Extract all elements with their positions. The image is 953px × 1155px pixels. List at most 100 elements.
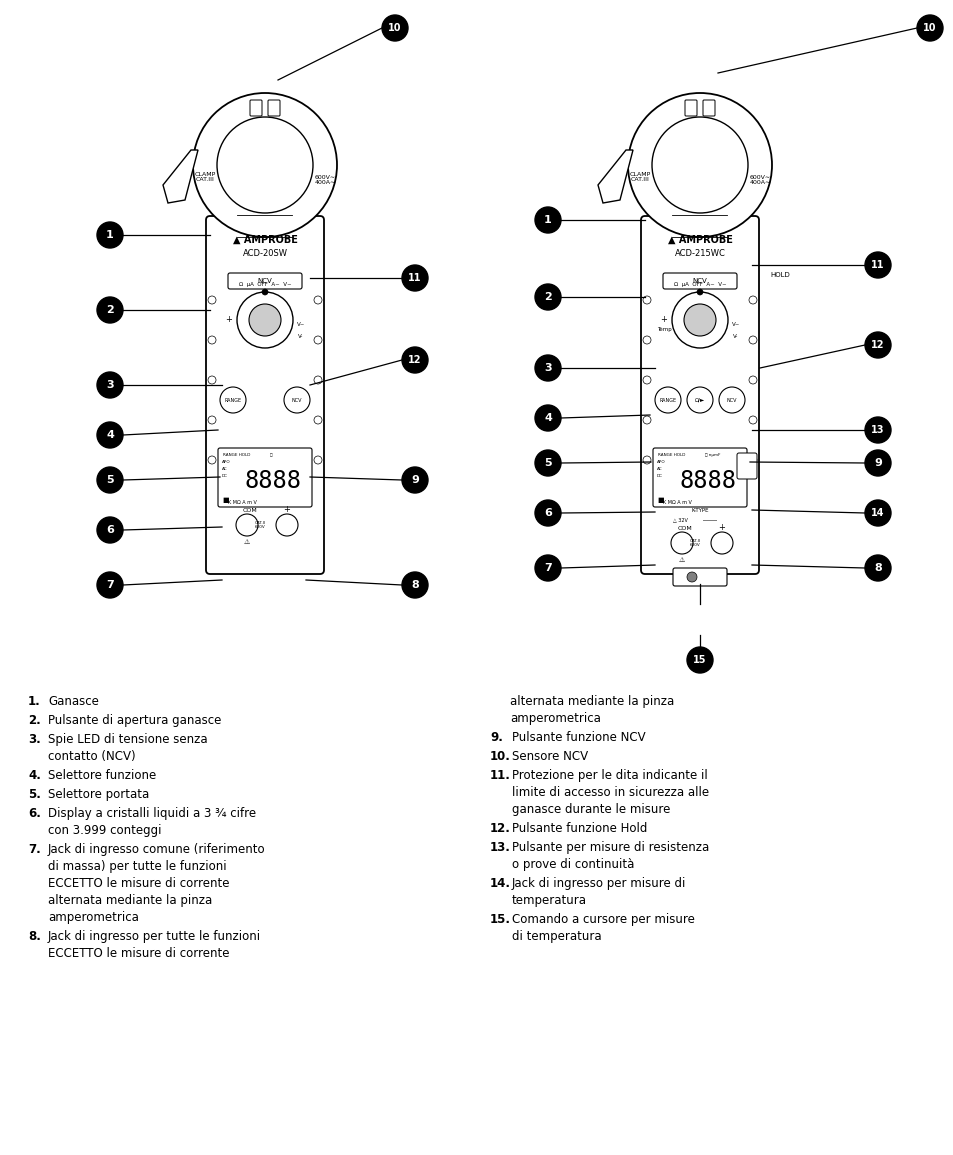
Text: HOLD: HOLD xyxy=(769,271,789,278)
Text: V~: V~ xyxy=(731,322,740,328)
Text: 11: 11 xyxy=(408,273,421,283)
Text: △ 32V: △ 32V xyxy=(672,517,687,522)
Text: 2: 2 xyxy=(106,305,113,315)
Text: K MΩ A m V: K MΩ A m V xyxy=(662,499,691,505)
Text: 7: 7 xyxy=(543,562,551,573)
Polygon shape xyxy=(598,150,633,203)
Text: 5.: 5. xyxy=(28,788,41,802)
Text: Pulsante funzione Hold: Pulsante funzione Hold xyxy=(512,822,647,835)
Text: 8888: 8888 xyxy=(679,469,736,492)
Circle shape xyxy=(314,416,322,424)
Text: Selettore portata: Selettore portata xyxy=(48,788,149,802)
Text: Jack di ingresso per tutte le funzioni: Jack di ingresso per tutte le funzioni xyxy=(48,930,261,942)
FancyBboxPatch shape xyxy=(662,273,737,289)
Text: ⚠: ⚠ xyxy=(679,557,684,562)
Circle shape xyxy=(642,296,650,304)
Text: NCV: NCV xyxy=(726,397,737,402)
Circle shape xyxy=(686,387,712,413)
Text: 10.: 10. xyxy=(490,750,511,763)
Text: 11.: 11. xyxy=(490,769,511,782)
FancyBboxPatch shape xyxy=(237,219,293,232)
Circle shape xyxy=(916,15,942,40)
Text: ECCETTO le misure di corrente: ECCETTO le misure di corrente xyxy=(48,947,230,960)
Text: Protezione per le dita indicante il: Protezione per le dita indicante il xyxy=(512,769,707,782)
Circle shape xyxy=(683,304,716,336)
Text: COM: COM xyxy=(242,507,257,513)
Text: 14.: 14. xyxy=(490,877,511,891)
Text: ▲ AMPROBE: ▲ AMPROBE xyxy=(233,234,297,245)
Text: 8: 8 xyxy=(411,580,418,590)
Circle shape xyxy=(651,117,747,213)
Text: di temperatura: di temperatura xyxy=(512,930,601,942)
Text: Pulsante funzione NCV: Pulsante funzione NCV xyxy=(512,731,645,744)
Circle shape xyxy=(748,296,757,304)
Circle shape xyxy=(97,467,123,493)
Text: 8888: 8888 xyxy=(244,469,301,492)
Text: RANGE HOLD: RANGE HOLD xyxy=(658,453,684,457)
Text: ␐: ␐ xyxy=(270,453,273,457)
Circle shape xyxy=(97,422,123,448)
Text: 4.: 4. xyxy=(28,769,41,782)
Text: 6: 6 xyxy=(106,526,113,535)
Circle shape xyxy=(401,572,428,598)
Circle shape xyxy=(535,556,560,581)
Text: 3.: 3. xyxy=(28,733,41,746)
Text: RANGE: RANGE xyxy=(659,397,676,402)
Text: 11: 11 xyxy=(870,260,883,270)
Text: 1: 1 xyxy=(106,230,113,240)
Circle shape xyxy=(697,289,702,295)
Text: 12: 12 xyxy=(870,340,883,350)
Circle shape xyxy=(97,372,123,398)
FancyBboxPatch shape xyxy=(640,216,759,574)
Circle shape xyxy=(864,450,890,476)
Circle shape xyxy=(686,647,712,673)
Circle shape xyxy=(670,532,692,554)
Text: 6.: 6. xyxy=(28,807,41,820)
Circle shape xyxy=(208,296,215,304)
Circle shape xyxy=(235,514,257,536)
Text: Ω/►: Ω/► xyxy=(694,397,704,402)
Text: ■: ■ xyxy=(657,497,663,502)
Text: +: + xyxy=(283,506,290,514)
Circle shape xyxy=(642,416,650,424)
Text: 600V∼
400A∼: 600V∼ 400A∼ xyxy=(314,174,335,186)
Text: +: + xyxy=(659,315,667,325)
Text: ganasce durante le misure: ganasce durante le misure xyxy=(512,803,670,815)
Text: 14: 14 xyxy=(870,508,883,517)
Text: 9.: 9. xyxy=(490,731,502,744)
FancyBboxPatch shape xyxy=(684,100,697,116)
Text: NCV: NCV xyxy=(257,278,273,284)
Circle shape xyxy=(401,346,428,373)
FancyBboxPatch shape xyxy=(206,216,324,574)
Text: 5: 5 xyxy=(543,459,551,468)
Text: Pulsante per misure di resistenza: Pulsante per misure di resistenza xyxy=(512,841,708,854)
Text: temperatura: temperatura xyxy=(512,894,586,907)
Text: 15.: 15. xyxy=(490,912,511,926)
Circle shape xyxy=(719,387,744,413)
Circle shape xyxy=(535,500,560,526)
Text: Ω  µA  OFF  A~  V~: Ω µA OFF A~ V~ xyxy=(673,282,725,286)
Text: NCV: NCV xyxy=(292,397,302,402)
Text: V~: V~ xyxy=(296,322,305,328)
Circle shape xyxy=(262,289,268,295)
Circle shape xyxy=(748,377,757,383)
Circle shape xyxy=(535,355,560,381)
Circle shape xyxy=(686,572,697,582)
Circle shape xyxy=(275,514,297,536)
Text: DC: DC xyxy=(222,474,228,478)
Polygon shape xyxy=(163,150,198,203)
Text: limite di accesso in sicurezza alle: limite di accesso in sicurezza alle xyxy=(512,787,708,799)
Text: 10: 10 xyxy=(388,23,401,33)
Circle shape xyxy=(216,117,313,213)
Circle shape xyxy=(401,467,428,493)
FancyBboxPatch shape xyxy=(737,453,757,479)
Circle shape xyxy=(208,416,215,424)
Text: Ω  µA  OFF  A~  V~: Ω µA OFF A~ V~ xyxy=(238,282,291,286)
Circle shape xyxy=(748,456,757,464)
Circle shape xyxy=(671,292,727,348)
Circle shape xyxy=(627,94,771,237)
Text: CLAMP
CAT.III: CLAMP CAT.III xyxy=(194,172,215,182)
FancyBboxPatch shape xyxy=(228,273,302,289)
Text: 3: 3 xyxy=(106,380,113,390)
Text: di massa) per tutte le funzioni: di massa) per tutte le funzioni xyxy=(48,860,227,873)
